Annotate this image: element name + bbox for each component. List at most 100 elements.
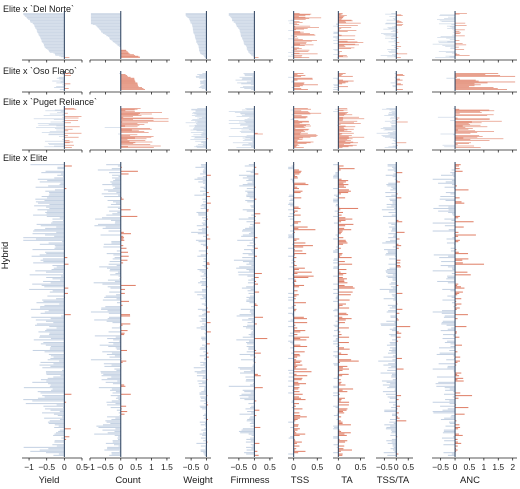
bar-elite-tss-ta-177 bbox=[396, 399, 399, 401]
bar-oso_flaco-tss-ta-1 bbox=[396, 74, 403, 75]
bar-elite-firmness-41 bbox=[238, 218, 255, 220]
bar-del_norte-yield-46 bbox=[45, 47, 65, 49]
bar-puget-count-13 bbox=[120, 118, 169, 120]
bar-elite-count-97 bbox=[120, 292, 125, 294]
bar-del_norte-anc-37 bbox=[438, 40, 456, 42]
bar-elite-tss-ta-43 bbox=[396, 221, 403, 223]
bar-del_norte-weight-37 bbox=[196, 40, 207, 42]
bar-puget-yield-11 bbox=[61, 116, 65, 118]
bar-del_norte-yield-33 bbox=[40, 37, 65, 39]
bar-elite-anc-184 bbox=[447, 408, 456, 410]
bar-elite-tss-39 bbox=[288, 215, 294, 217]
bar-del_norte-yield-14 bbox=[32, 23, 65, 25]
bar-del_norte-tss-13 bbox=[289, 22, 294, 24]
bar-del_norte-count-22 bbox=[100, 29, 121, 31]
bar-del_norte-yield-58 bbox=[61, 56, 65, 58]
bar-puget-tss-12 bbox=[293, 117, 306, 119]
bar-puget-weight-32 bbox=[200, 133, 207, 135]
bar-puget-anc-49 bbox=[455, 147, 481, 148]
bar-elite-tss-ta-17 bbox=[391, 186, 397, 188]
bar-elite-count-83 bbox=[110, 274, 121, 276]
bar-elite-tss-ta-11 bbox=[394, 178, 397, 180]
bar-elite-yield-128 bbox=[49, 334, 65, 336]
bar-elite-anc-89 bbox=[447, 282, 456, 284]
bar-puget-tss-0 bbox=[293, 108, 308, 109]
bar-del_norte-tss-51 bbox=[293, 51, 309, 52]
bar-puget-tss-ta-19 bbox=[391, 123, 397, 124]
bar-elite-firmness-31 bbox=[250, 205, 255, 207]
bar-elite-firmness-152 bbox=[252, 365, 255, 367]
bar-elite-ta-19 bbox=[338, 189, 349, 191]
bar-elite-anc-64 bbox=[455, 249, 457, 251]
bar-elite-tss-57 bbox=[293, 239, 297, 241]
bar-elite-firmness-45 bbox=[250, 223, 255, 225]
bar-puget-yield-33 bbox=[48, 134, 65, 136]
bar-elite-firmness-78 bbox=[236, 267, 255, 269]
bar-elite-tss-20 bbox=[293, 190, 303, 192]
bar-elite-firmness-115 bbox=[254, 316, 264, 318]
trait-label-ta: TA bbox=[341, 475, 353, 486]
bar-puget-ta-11 bbox=[338, 116, 360, 118]
bar-oso_flaco-weight-9 bbox=[199, 81, 207, 83]
bar-elite-tss-ta-217 bbox=[383, 452, 397, 454]
bar-elite-tss-ta-13 bbox=[396, 181, 401, 183]
bar-elite-tss-130 bbox=[293, 336, 310, 338]
bar-del_norte-firmness-44 bbox=[246, 46, 255, 47]
bar-elite-ta-197 bbox=[333, 425, 339, 427]
bar-elite-count-149 bbox=[120, 361, 123, 363]
bar-oso_flaco-firmness-11 bbox=[241, 83, 255, 85]
bar-elite-firmness-46 bbox=[252, 225, 255, 227]
bar-elite-firmness-82 bbox=[254, 272, 262, 275]
bar-elite-tss-ta-57 bbox=[390, 239, 397, 241]
bar-puget-count-25 bbox=[120, 128, 151, 129]
bar-del_norte-anc-52 bbox=[445, 52, 456, 53]
bar-puget-yield-1 bbox=[64, 108, 77, 110]
bar-elite-tss-129 bbox=[288, 335, 294, 337]
bar-elite-ta-27 bbox=[333, 199, 339, 202]
bar-elite-count-102 bbox=[102, 299, 121, 301]
bar-elite-ta-192 bbox=[336, 418, 339, 421]
bar-elite-firmness-180 bbox=[248, 403, 255, 405]
bar-del_norte-ta-41 bbox=[338, 43, 356, 45]
bar-elite-yield-8 bbox=[57, 174, 65, 176]
bar-elite-tss-ta-69 bbox=[394, 255, 397, 257]
bar-elite-firmness-163 bbox=[245, 380, 255, 382]
bar-elite-firmness-110 bbox=[250, 310, 255, 312]
bar-elite-ta-131 bbox=[335, 338, 339, 340]
bar-elite-firmness-212 bbox=[252, 445, 255, 447]
bar-elite-tss-101 bbox=[293, 298, 296, 300]
bar-elite-tss-132 bbox=[293, 339, 307, 341]
bar-elite-ta-198 bbox=[334, 426, 339, 428]
bar-elite-tss-196 bbox=[293, 424, 299, 426]
bar-elite-count-93 bbox=[110, 287, 121, 289]
bar-elite-tss-ta-114 bbox=[390, 315, 397, 317]
bar-elite-anc-3 bbox=[455, 168, 460, 170]
bar-elite-tss-166 bbox=[293, 384, 300, 386]
bar-del_norte-anc-7 bbox=[444, 18, 456, 19]
bar-elite-firmness-77 bbox=[239, 266, 255, 268]
bar-elite-tss-ta-4 bbox=[387, 169, 397, 171]
bar-oso_flaco-ta-11 bbox=[338, 83, 343, 85]
bar-puget-ta-8 bbox=[338, 114, 353, 116]
bar-oso_flaco-ta-15 bbox=[333, 87, 339, 89]
bar-elite-tss-ta-112 bbox=[396, 312, 400, 314]
bar-elite-ta-92 bbox=[338, 286, 353, 288]
bar-puget-anc-26 bbox=[455, 128, 469, 130]
bar-elite-yield-31 bbox=[34, 205, 65, 207]
bar-elite-yield-10 bbox=[54, 177, 65, 179]
bar-elite-yield-163 bbox=[46, 380, 65, 382]
bar-elite-weight-153 bbox=[193, 367, 207, 369]
bar-elite-yield-209 bbox=[54, 441, 65, 443]
bar-puget-firmness-14 bbox=[244, 119, 255, 120]
bar-del_norte-tss-10 bbox=[288, 20, 294, 22]
bar-elite-firmness-193 bbox=[246, 420, 255, 422]
bar-elite-anc-76 bbox=[440, 265, 456, 267]
bar-elite-anc-55 bbox=[452, 237, 456, 239]
bar-del_norte-tss-20 bbox=[293, 28, 308, 29]
bar-puget-yield-16 bbox=[62, 120, 65, 122]
tick-label-count-2: 0 bbox=[118, 462, 123, 472]
bar-elite-yield-79 bbox=[51, 269, 65, 271]
bar-elite-yield-89 bbox=[50, 282, 65, 284]
bar-elite-firmness-208 bbox=[250, 440, 255, 442]
bar-del_norte-weight-24 bbox=[193, 31, 207, 32]
